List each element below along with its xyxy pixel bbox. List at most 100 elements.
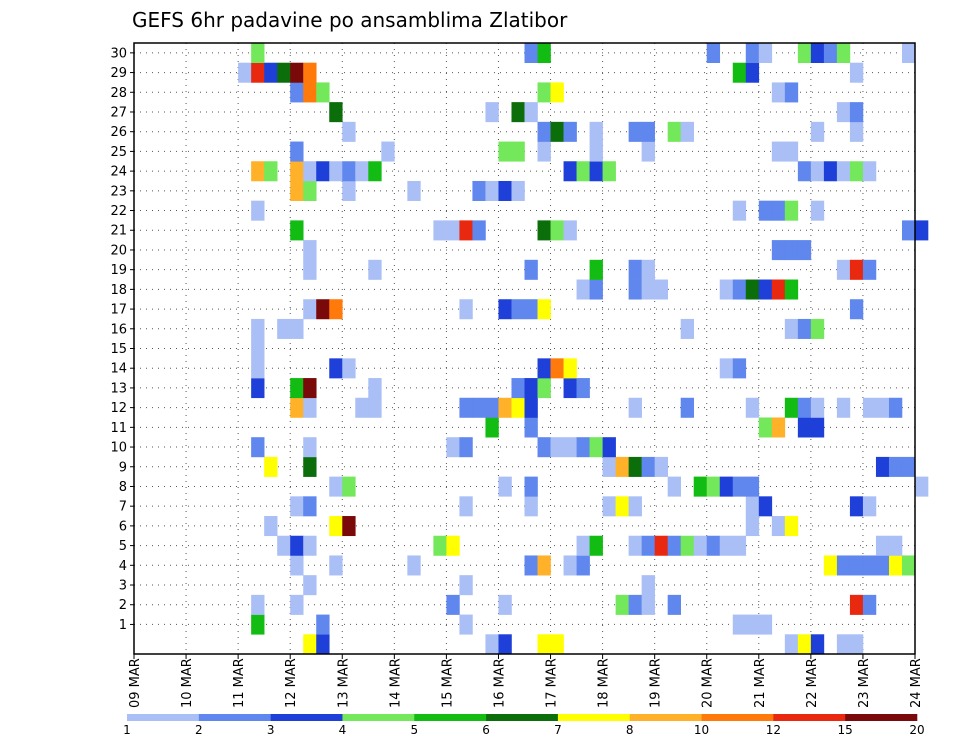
precip-cell <box>732 614 747 635</box>
precip-cell <box>251 318 265 339</box>
precip-cell <box>251 62 265 83</box>
precip-cell <box>641 141 655 162</box>
precip-cell <box>888 555 903 576</box>
precip-cell <box>836 161 851 182</box>
x-tick-label: 09 MAR <box>128 658 143 708</box>
x-tick-label: 12 MAR <box>284 658 299 708</box>
precip-cell <box>303 535 317 556</box>
legend-label: 20 <box>909 723 924 737</box>
legend-swatch <box>773 714 846 721</box>
precip-cell <box>251 161 265 182</box>
y-tick-label: 8 <box>119 480 127 495</box>
precip-cell <box>745 279 760 300</box>
precip-cell <box>550 220 564 241</box>
precip-cell <box>589 535 603 556</box>
precip-cell <box>407 555 421 576</box>
precip-cell <box>498 594 512 615</box>
precip-cell <box>485 417 499 438</box>
precip-cell <box>810 161 825 182</box>
precip-cell <box>628 259 642 280</box>
precip-cell <box>680 535 695 556</box>
precip-cell <box>498 634 512 655</box>
y-tick-label: 15 <box>110 342 127 357</box>
precip-cell <box>550 121 564 142</box>
legend-swatch <box>557 714 631 721</box>
precip-cell <box>251 358 265 379</box>
precip-cell <box>641 594 655 615</box>
legend-label: 7 <box>554 723 562 737</box>
precip-cell <box>849 62 864 83</box>
y-tick-label: 23 <box>110 184 127 199</box>
precip-cell <box>511 299 525 320</box>
color-legend: 1 2 3 4 5 6 7 8 10 12 15 20 <box>123 714 925 737</box>
precip-cell <box>290 141 304 162</box>
precip-cell <box>628 456 642 477</box>
precip-cell <box>862 496 877 517</box>
precip-cell <box>446 220 460 241</box>
precip-cell <box>836 397 851 418</box>
precip-cell <box>251 43 265 64</box>
precip-cell <box>589 279 603 300</box>
precip-cell <box>797 161 812 182</box>
precip-cell <box>329 516 343 537</box>
precip-cell <box>472 180 486 201</box>
precip-cell <box>849 555 864 576</box>
precip-cell <box>615 456 629 477</box>
precip-cell <box>277 62 291 83</box>
precip-cell <box>758 200 773 221</box>
precip-cell <box>264 456 278 477</box>
precip-cell <box>888 535 903 556</box>
legend-label: 12 <box>766 723 781 737</box>
y-tick-label: 11 <box>110 421 127 436</box>
precip-cell <box>316 82 330 103</box>
precip-cell <box>732 62 747 83</box>
precip-cell <box>875 535 890 556</box>
precip-cell <box>511 102 525 123</box>
precip-cell <box>915 220 929 241</box>
precip-cell <box>303 180 317 201</box>
legend-label: 4 <box>339 723 347 737</box>
precip-cell <box>628 594 642 615</box>
precip-cell <box>901 43 916 64</box>
precip-cell <box>784 279 799 300</box>
precip-cell <box>524 496 538 517</box>
precip-cell <box>303 496 317 517</box>
precip-cell <box>862 259 877 280</box>
precip-cell <box>641 121 655 142</box>
precip-cell <box>667 535 681 556</box>
precip-cell <box>680 397 695 418</box>
y-tick-label: 27 <box>110 105 127 120</box>
precip-cell <box>368 161 382 182</box>
precip-cell <box>524 102 538 123</box>
precip-cell <box>368 259 382 280</box>
precip-cell <box>875 456 890 477</box>
precip-cell <box>537 121 551 142</box>
precipitation-cells <box>238 43 929 655</box>
legend-swatch <box>414 714 487 721</box>
precip-cell <box>862 161 877 182</box>
precip-cell <box>784 634 799 655</box>
precip-cell <box>550 82 564 103</box>
precip-cell <box>797 240 812 261</box>
precip-cell <box>745 476 760 497</box>
precip-cell <box>797 417 812 438</box>
precip-cell <box>784 200 799 221</box>
precip-cell <box>732 535 747 556</box>
precip-cell <box>915 476 929 497</box>
precip-cell <box>459 397 473 418</box>
precip-cell <box>537 43 551 64</box>
precip-cell <box>810 417 825 438</box>
precip-cell <box>342 476 356 497</box>
precip-cell <box>745 397 760 418</box>
precip-cell <box>459 437 473 458</box>
y-tick-label: 12 <box>110 401 127 416</box>
precip-cell <box>693 535 708 556</box>
precip-cell <box>407 180 421 201</box>
precip-cell <box>446 535 460 556</box>
precip-cell <box>303 634 317 655</box>
x-tick-label: 23 MAR <box>857 658 872 708</box>
precip-cell <box>563 161 577 182</box>
precip-cell <box>511 378 525 399</box>
precip-cell <box>719 476 734 497</box>
x-tick-label: 19 MAR <box>649 658 664 708</box>
